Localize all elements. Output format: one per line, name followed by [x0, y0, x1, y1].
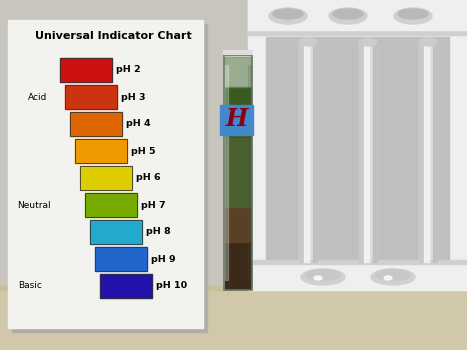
Bar	[85, 193, 137, 217]
Bar	[12, 24, 207, 332]
Text: pH 7: pH 7	[141, 201, 166, 210]
Bar	[419, 42, 423, 262]
Bar	[313, 42, 317, 262]
Bar	[225, 87, 251, 137]
Bar	[95, 247, 147, 271]
Bar	[225, 57, 251, 87]
Bar	[85, 193, 137, 217]
Bar	[364, 42, 369, 262]
Ellipse shape	[384, 276, 392, 280]
Bar	[248, 0, 467, 290]
Text: pH 3: pH 3	[121, 92, 146, 102]
Bar	[424, 42, 429, 262]
Text: pH 10: pH 10	[156, 281, 187, 290]
Bar	[0, 288, 467, 350]
Text: Acid: Acid	[28, 92, 48, 102]
Bar	[224, 55, 252, 290]
Bar	[220, 105, 253, 135]
Bar	[225, 241, 251, 289]
Ellipse shape	[301, 269, 345, 285]
Bar	[225, 137, 251, 207]
Bar	[359, 42, 363, 262]
Text: pH 2: pH 2	[116, 65, 141, 75]
Bar	[225, 65, 228, 280]
Bar	[248, 260, 467, 264]
Bar	[75, 139, 127, 163]
Bar	[100, 274, 152, 298]
Bar	[304, 42, 309, 262]
Bar	[248, 65, 251, 280]
Bar	[373, 42, 377, 262]
Bar	[90, 220, 142, 244]
Bar	[75, 139, 127, 163]
Ellipse shape	[398, 9, 428, 19]
Bar	[95, 247, 147, 271]
Ellipse shape	[299, 38, 317, 46]
Bar	[266, 37, 449, 262]
Bar	[223, 50, 253, 55]
Bar	[299, 42, 317, 262]
Ellipse shape	[359, 38, 377, 46]
Bar	[419, 42, 437, 262]
Text: Neutral: Neutral	[17, 201, 51, 210]
Bar	[70, 112, 122, 136]
Bar	[80, 166, 132, 190]
Bar	[433, 42, 437, 262]
Text: Basic: Basic	[18, 281, 42, 290]
Bar	[8, 20, 203, 328]
Ellipse shape	[306, 270, 340, 280]
Bar	[299, 42, 303, 262]
Ellipse shape	[394, 8, 432, 24]
Bar	[0, 286, 467, 290]
Bar	[224, 55, 252, 290]
Bar	[60, 58, 112, 82]
Text: Universal Indicator Chart: Universal Indicator Chart	[35, 31, 192, 41]
Text: pH 5: pH 5	[131, 147, 156, 155]
Text: pH 6: pH 6	[136, 174, 161, 182]
Bar	[70, 112, 122, 136]
Bar	[65, 85, 117, 109]
Ellipse shape	[329, 8, 367, 24]
Bar	[248, 0, 467, 30]
Ellipse shape	[269, 8, 307, 24]
Ellipse shape	[419, 38, 437, 46]
Bar	[100, 274, 152, 298]
Bar	[225, 207, 251, 242]
Text: pH 8: pH 8	[146, 228, 171, 237]
Bar	[248, 27, 467, 35]
Ellipse shape	[333, 9, 363, 19]
Bar	[248, 262, 467, 290]
Bar	[80, 166, 132, 190]
Ellipse shape	[371, 269, 415, 285]
Text: pH 4: pH 4	[126, 119, 151, 128]
Bar	[359, 42, 377, 262]
Text: pH 9: pH 9	[151, 254, 176, 264]
Ellipse shape	[273, 9, 303, 19]
Ellipse shape	[376, 270, 410, 280]
Bar	[65, 85, 117, 109]
Bar	[60, 58, 112, 82]
Ellipse shape	[314, 276, 322, 280]
Bar	[90, 220, 142, 244]
Text: H: H	[225, 107, 248, 131]
